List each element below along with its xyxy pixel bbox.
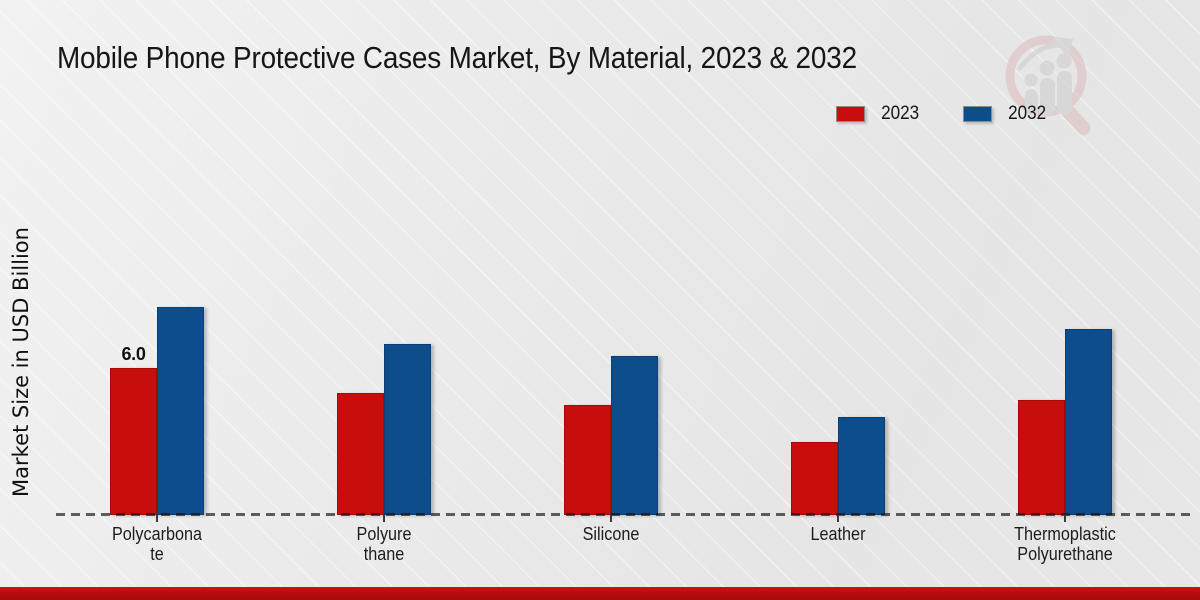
bar-2032-thermoplastic-polyurethane <box>1065 328 1112 515</box>
bar-2032-polyurethane <box>384 343 431 515</box>
legend-swatch-2023-icon <box>836 106 865 122</box>
category-label-thermoplastic-polyurethane: Thermoplastic Polyurethane <box>1014 524 1116 564</box>
category-label-polyurethane: Polyure thane <box>356 524 412 564</box>
bar-value-label: 6.0 <box>121 344 146 364</box>
legend-item-2032: 2032 <box>963 103 1048 125</box>
category-label-leather: Leather <box>810 524 866 544</box>
chart-title-text: Mobile Phone Protective Cases Market, By… <box>57 40 857 75</box>
bar-2023-silicone <box>564 404 611 515</box>
legend-swatch-2032-icon <box>963 106 993 122</box>
x-axis-tick-polycarbonate <box>156 515 158 522</box>
legend-item-2023: 2023 <box>836 103 921 125</box>
bar-2032-leather <box>838 417 885 515</box>
x-axis-tick-thermoplastic-polyurethane <box>1064 515 1066 522</box>
x-axis-tick-polyurethane <box>383 515 385 522</box>
bar-2032-silicone <box>611 355 658 515</box>
bar-2023-leather <box>791 441 838 515</box>
y-axis-label: Market Size in USD Billion <box>9 227 33 497</box>
bar-2023-polyurethane <box>337 392 384 515</box>
category-label-polycarbonate: Polycarbona te <box>111 524 203 564</box>
chart-title: Mobile Phone Protective Cases Market, By… <box>57 40 946 76</box>
bar-2032-polycarbonate <box>157 306 204 515</box>
x-axis-tick-silicone <box>610 515 612 522</box>
bar-2023-polycarbonate <box>110 368 157 515</box>
legend-label-2032: 2032 <box>1008 103 1047 124</box>
legend: 2023 2032 <box>836 103 1049 125</box>
legend-label-2023: 2023 <box>881 103 920 124</box>
category-label-silicone: Silicone <box>582 524 640 544</box>
x-axis-tick-leather <box>837 515 839 522</box>
x-axis-line <box>56 513 1194 516</box>
magnifier-growth-chart-logo-icon <box>1000 30 1094 145</box>
bar-2023-thermoplastic-polyurethane <box>1018 399 1065 515</box>
footer-strip <box>0 587 1200 600</box>
